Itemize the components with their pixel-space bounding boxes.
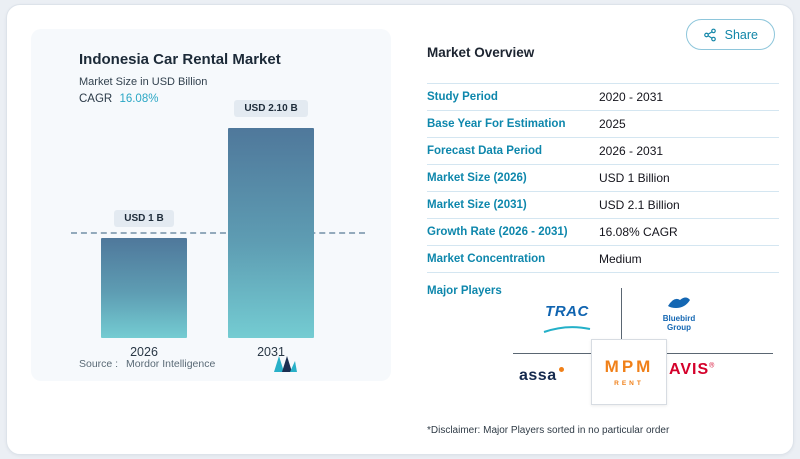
- assa-logo-text: assa: [519, 367, 557, 384]
- source-line: Source : Mordor Intelligence: [79, 358, 215, 370]
- bar-value-label-2031: USD 2.10 B: [234, 100, 308, 117]
- chart-title: Indonesia Car Rental Market: [79, 51, 281, 68]
- x-axis-label-2031: 2031: [257, 345, 285, 359]
- chart-panel: Indonesia Car Rental Market Market Size …: [31, 29, 391, 381]
- bluebird-bird-icon: [668, 297, 690, 308]
- row-label: Market Size (2026): [427, 172, 527, 184]
- source-label: Source :: [79, 358, 119, 370]
- avis-registered-mark: ®: [709, 362, 715, 370]
- share-icon: [703, 28, 717, 42]
- row-label: Market Concentration: [427, 253, 546, 265]
- assa-dot-icon: [558, 367, 564, 372]
- row-value: 2025: [599, 117, 626, 131]
- trac-logo-text: TRAC: [545, 303, 589, 320]
- table-row: Market Size (2026) USD 1 Billion: [427, 165, 779, 192]
- major-players-section: Major Players TRAC Bluebird Group MPM RE…: [427, 277, 779, 417]
- disclaimer-text: *Disclaimer: Major Players sorted in no …: [427, 425, 670, 436]
- mpm-logo-text: MPM: [604, 357, 654, 376]
- mpm-logo-subtext: RENT: [614, 380, 644, 387]
- bar-value-label-2026: USD 1 B: [114, 210, 174, 227]
- connector-vertical-line: [621, 288, 622, 353]
- cagr-line: CAGR 16.08%: [79, 93, 158, 105]
- table-row: Growth Rate (2026 - 2031) 16.08% CAGR: [427, 219, 779, 246]
- row-label: Market Size (2031): [427, 199, 527, 211]
- table-row: Base Year For Estimation 2025: [427, 111, 779, 138]
- bluebird-logo-text-1: Bluebird: [662, 314, 696, 323]
- trac-logo: TRAC: [539, 303, 595, 338]
- bar-2026: USD 1 B: [101, 210, 187, 338]
- row-label: Base Year For Estimation: [427, 118, 566, 130]
- row-value: 2026 - 2031: [599, 144, 664, 158]
- row-value: USD 1 Billion: [599, 171, 670, 185]
- source-value: Mordor Intelligence: [126, 358, 216, 370]
- trac-swoosh-icon: [543, 326, 591, 333]
- row-value: 2020 - 2031: [599, 90, 664, 104]
- share-button-label: Share: [724, 27, 758, 42]
- row-value: USD 2.1 Billion: [599, 198, 680, 212]
- cagr-value: 16.08%: [119, 93, 159, 105]
- share-button[interactable]: Share: [685, 19, 775, 50]
- bar-2026-rect: [101, 238, 187, 338]
- row-label: Study Period: [427, 91, 498, 103]
- x-axis-label-2026: 2026: [130, 345, 158, 359]
- bluebird-logo: Bluebird Group: [651, 295, 707, 332]
- bar-2031-rect: [228, 128, 314, 338]
- overview-table: Study Period 2020 - 2031 Base Year For E…: [427, 83, 779, 273]
- chart-subtitle: Market Size in USD Billion: [79, 76, 208, 88]
- table-row: Market Concentration Medium: [427, 246, 779, 273]
- overview-title: Market Overview: [427, 45, 535, 60]
- bar-chart: USD 1 B USD 2.10 B: [31, 29, 391, 338]
- table-row: Study Period 2020 - 2031: [427, 84, 779, 111]
- cagr-label: CAGR: [79, 93, 113, 105]
- reference-line: [71, 232, 365, 234]
- major-players-label: Major Players: [427, 285, 502, 297]
- table-row: Forecast Data Period 2026 - 2031: [427, 138, 779, 165]
- mordor-intelligence-logo-icon: [273, 356, 297, 372]
- bluebird-logo-text-2: Group: [667, 323, 691, 333]
- mpm-rent-logo: MPM RENT: [591, 339, 667, 405]
- row-value: Medium: [599, 252, 642, 266]
- avis-logo: AVIS®: [669, 361, 714, 379]
- row-label: Forecast Data Period: [427, 145, 543, 157]
- avis-logo-text: AVIS: [669, 361, 710, 378]
- row-label: Growth Rate (2026 - 2031): [427, 226, 568, 238]
- bar-2031: USD 2.10 B: [228, 100, 314, 338]
- assa-logo: assa: [519, 367, 564, 385]
- table-row: Market Size (2031) USD 2.1 Billion: [427, 192, 779, 219]
- market-snapshot-card: Share Indonesia Car Rental Market Market…: [6, 4, 794, 455]
- row-value: 16.08% CAGR: [599, 225, 678, 239]
